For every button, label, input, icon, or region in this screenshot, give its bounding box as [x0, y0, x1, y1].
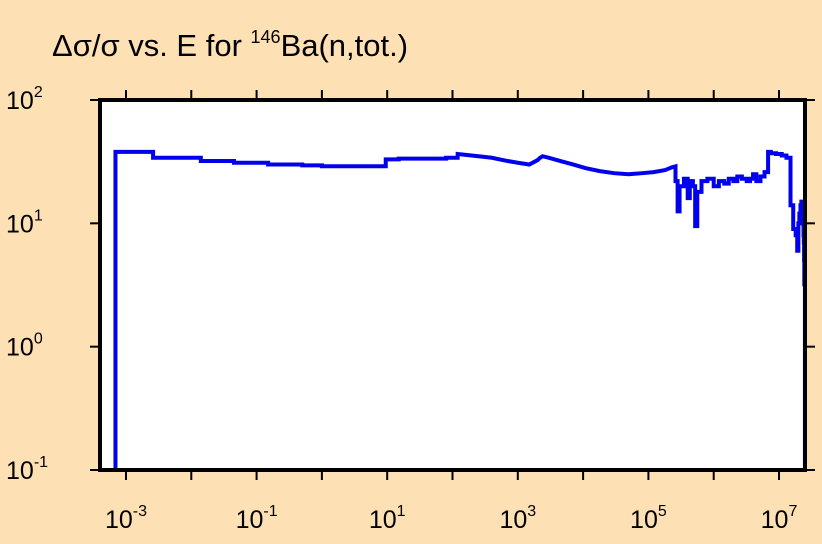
- y-tick-exponent: 2: [34, 84, 43, 101]
- y-tick-label: 100: [6, 331, 43, 362]
- x-tick-exponent: 3: [527, 503, 536, 520]
- y-tick-exponent: 0: [34, 331, 43, 348]
- y-tick-label: 101: [6, 207, 43, 238]
- x-tick-exponent: -3: [133, 503, 147, 520]
- y-tick-exponent: 1: [34, 207, 43, 224]
- x-tick-label: 103: [499, 503, 536, 534]
- x-tick-exponent: 7: [788, 503, 797, 520]
- title-isotope-mass: 146: [251, 27, 281, 47]
- x-tick-base: 10: [105, 506, 133, 534]
- x-tick-exponent: -1: [263, 503, 277, 520]
- plot-area: [100, 100, 805, 470]
- x-tick-label: 105: [630, 503, 667, 534]
- y-tick-base: 10: [6, 457, 34, 485]
- y-tick-exponent: -1: [34, 454, 48, 471]
- y-tick-label: 102: [6, 84, 43, 115]
- y-tick-label: 10-1: [6, 454, 48, 485]
- x-tick-base: 10: [236, 506, 264, 534]
- x-tick-base: 10: [369, 506, 397, 534]
- y-tick-base: 10: [6, 210, 34, 238]
- x-tick-exponent: 1: [397, 503, 406, 520]
- x-tick-base: 10: [499, 506, 527, 534]
- x-tick-label: 101: [369, 503, 406, 534]
- title-suffix: Ba(n,tot.): [281, 28, 409, 63]
- chart-title: Δσ/σ vs. E for 146Ba(n,tot.): [52, 27, 408, 63]
- x-tick-label: 10-3: [105, 503, 147, 534]
- x-tick-exponent: 5: [658, 503, 667, 520]
- series-line-0: [113, 149, 807, 470]
- x-tick-label: 10-1: [236, 503, 278, 534]
- x-tick-base: 10: [630, 506, 658, 534]
- x-tick-label: 107: [761, 503, 798, 534]
- x-tick-base: 10: [761, 506, 789, 534]
- title-prefix: Δσ/σ vs. E for: [52, 28, 251, 63]
- y-tick-base: 10: [6, 334, 34, 362]
- y-tick-base: 10: [6, 87, 34, 115]
